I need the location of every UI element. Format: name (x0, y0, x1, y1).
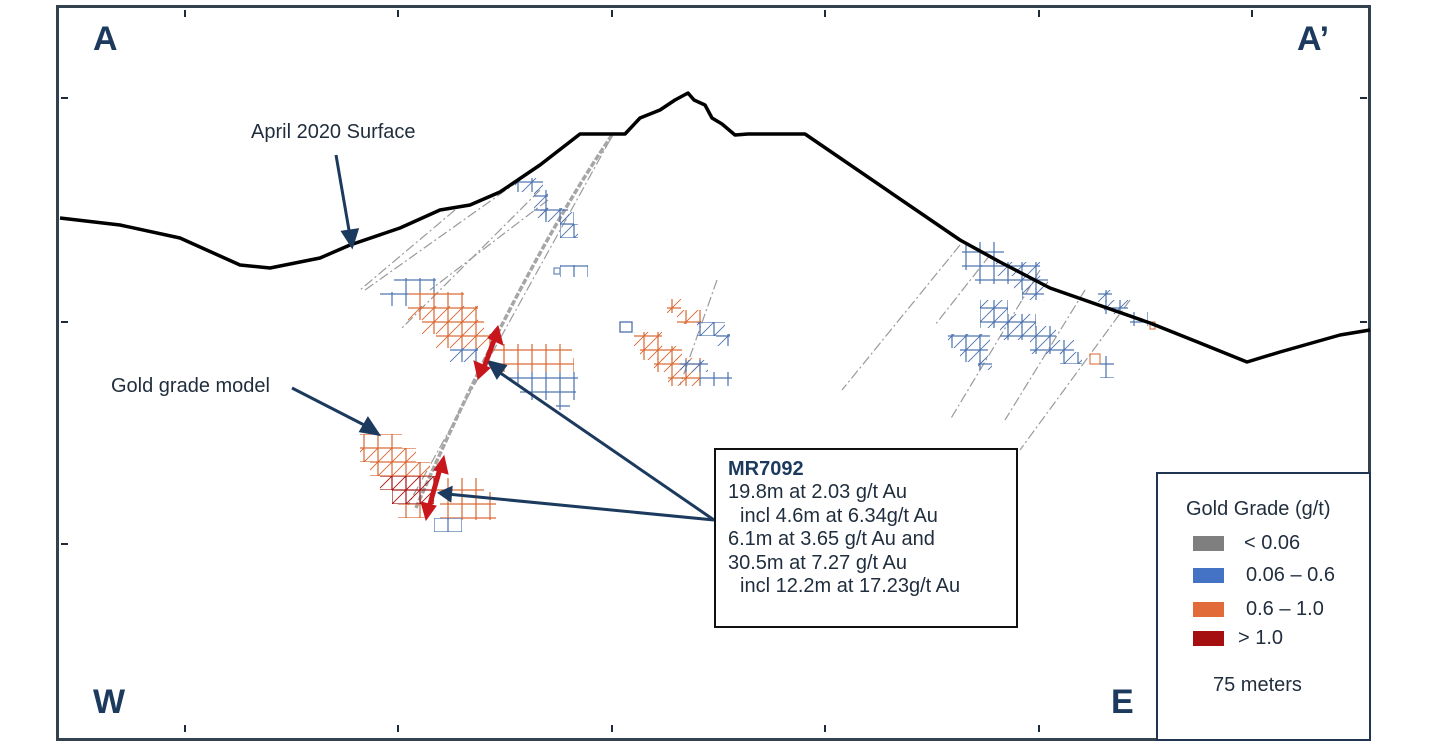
grade-legend: Gold Grade (g/t) < 0.06 0.06 – 0.6 0.6 –… (1156, 472, 1371, 741)
legend-item: < 0.06 (1193, 532, 1300, 554)
legend-swatch-darkred (1193, 630, 1224, 646)
block-model-east (948, 242, 1156, 378)
block-model-upper-central (515, 178, 588, 277)
legend-swatch-gray (1193, 535, 1224, 551)
callout-line: 19.8m at 2.03 g/t Au (728, 481, 908, 503)
legend-label: 0.06 – 0.6 (1246, 563, 1335, 586)
scale-label: 75 meters (1213, 674, 1302, 696)
section-start-label: A (93, 20, 118, 58)
annotation-arrows (291, 154, 715, 522)
legend-label: < 0.06 (1244, 531, 1301, 554)
callout-line: 30.5m at 7.27 g/t Au (728, 551, 908, 574)
legend-title: Gold Grade (g/t) (1186, 498, 1331, 520)
callout-line: 6.1m at 3.65 g/t Au and (728, 528, 935, 551)
legend-item: 0.06 – 0.6 (1193, 564, 1335, 586)
intercept-arrows (420, 324, 504, 522)
section-end-label: A’ (1297, 20, 1330, 58)
callout-line: incl 4.6m at 6.34g/t Au (740, 504, 938, 527)
block-model-central (619, 299, 732, 386)
drillhole-callout: MR7092 19.8m at 2.03 g/t Au incl 4.6m at… (714, 448, 1018, 628)
block-model-upper-west (380, 278, 578, 410)
legend-label: 0.6 – 1.0 (1246, 597, 1324, 620)
legend-label: > 1.0 (1238, 626, 1284, 649)
legend-swatch-blue (1193, 567, 1224, 583)
axis-ticks (61, 10, 1367, 732)
surface-label: April 2020 Surface (251, 121, 416, 143)
mr7092-drillhole (413, 134, 614, 511)
legend-item: 0.6 – 1.0 (1193, 598, 1324, 620)
april-2020-surface (59, 91, 1371, 364)
legend-swatch-orange (1193, 601, 1224, 617)
grade-model-label: Gold grade model (111, 375, 270, 397)
east-label: E (1111, 683, 1134, 721)
callout-hole-id: MR7092 (728, 458, 804, 480)
west-label: W (93, 683, 126, 721)
legend-item: > 1.0 (1193, 627, 1283, 649)
callout-line: incl 12.2m at 17.23g/t Au (740, 575, 961, 598)
